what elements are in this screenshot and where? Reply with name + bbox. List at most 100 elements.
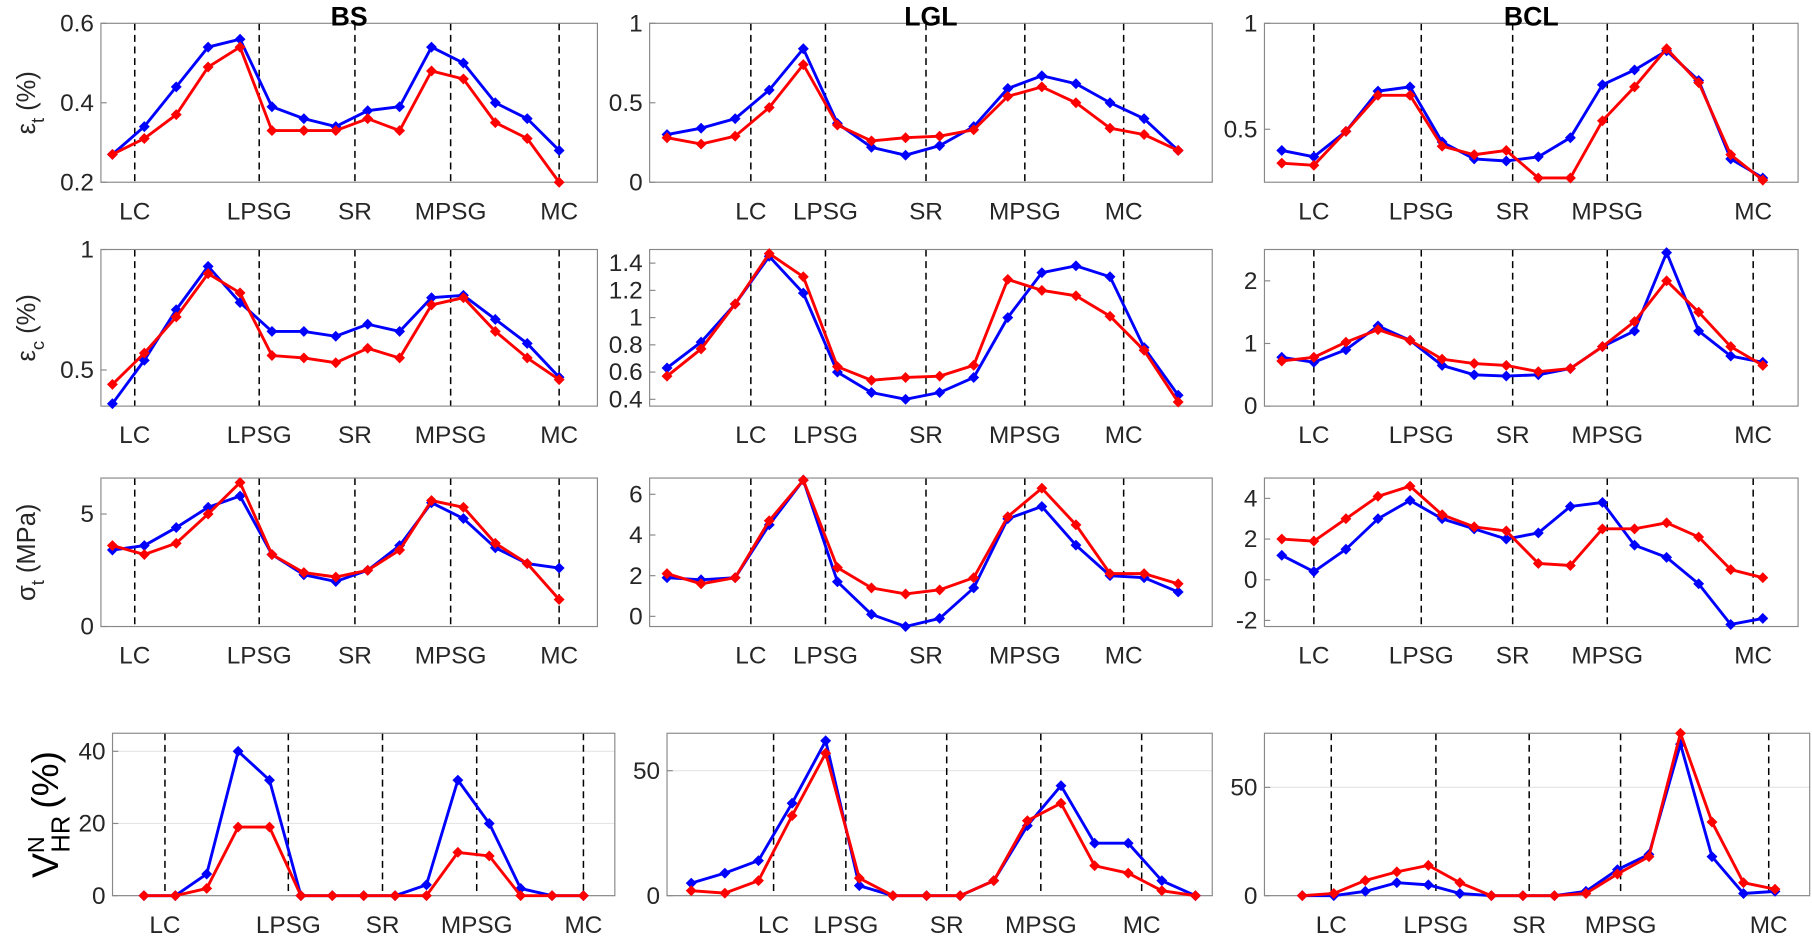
point-marker [234,287,246,299]
x-tick-label: SR [338,198,372,225]
axes-box [100,477,599,628]
point-marker [1070,260,1082,272]
series-line [666,45,1180,157]
point-marker [553,562,565,574]
y-tick-label: 0.5 [60,357,94,384]
y-tick-label: 0 [92,883,106,910]
point-marker [1468,149,1480,161]
y-tick-label: 0.4 [60,90,94,117]
y-label-base: σ [13,585,41,601]
point-marker [421,879,432,891]
point-marker [763,515,775,527]
point-marker [1391,877,1403,889]
point-marker [1422,859,1434,871]
point-marker [1002,511,1014,523]
point-marker [1070,290,1082,302]
point-marker [426,65,437,77]
point-marker [934,584,946,596]
point-marker [1661,43,1673,55]
series-line [1281,248,1764,378]
x-tick-label: MC [1750,912,1788,939]
x-tick-label: SR [1496,198,1530,225]
x-tick-label: MPSG [415,422,487,449]
y-label-base: ε [13,350,41,361]
point-marker [1070,78,1082,90]
y-axis-label: VNHR (%) [23,751,76,878]
point-marker [202,508,214,520]
point-marker [1661,275,1673,287]
x-tick-label: LC [735,198,766,225]
point-marker [457,73,469,85]
x-tick-label: MPSG [989,643,1061,670]
point-marker [457,501,469,513]
point-marker [831,119,843,131]
point-marker [138,549,150,560]
y-tick-label: 0 [647,883,661,910]
axes-box [1263,732,1811,897]
point-marker [1372,324,1384,336]
point-marker [457,513,469,524]
point-marker [1276,157,1288,169]
y-tick-label: 40 [78,738,105,765]
x-tick-label: LPSG [793,422,858,449]
point-marker [900,132,912,144]
point-marker [553,144,565,156]
point-marker [394,125,406,137]
point-marker [1070,519,1082,531]
point-marker [234,41,246,53]
point-marker [106,378,118,390]
point-marker [298,567,310,578]
point-marker [295,890,307,902]
point-marker [934,140,946,152]
point-marker [234,490,246,502]
x-tick-label: MC [564,912,602,939]
point-marker [968,124,980,136]
y-tick-label: 4 [629,522,643,549]
point-marker [394,352,406,364]
point-marker [1564,560,1576,571]
y-tick-label: 1 [629,10,643,37]
point-marker [1725,149,1737,161]
point-marker [1725,341,1737,353]
point-marker [968,359,980,371]
point-marker [1070,97,1082,109]
x-tick-label: LPSG [1389,643,1454,670]
point-marker [266,125,278,137]
x-tick-label: MPSG [441,912,513,939]
point-marker [1328,888,1340,899]
point-marker [1138,568,1150,580]
point-marker [426,495,437,506]
point-marker [1725,564,1737,576]
point-marker [797,474,809,486]
point-marker [1055,797,1067,809]
point-marker [1089,860,1101,872]
point-marker [797,43,809,55]
x-tick-label: SR [930,912,964,939]
point-marker [138,347,150,359]
point-marker [968,582,980,594]
point-marker [853,880,865,892]
y-tick-label: 0 [1244,567,1258,594]
point-marker [1596,341,1608,353]
x-tick-label: SR [909,198,943,225]
y-tick-label: -2 [1236,608,1258,635]
x-tick-label: MC [1734,643,1772,670]
series-line [691,749,1196,898]
y-label-unit: (%) [24,751,66,809]
point-marker [752,875,764,887]
point-marker [1276,549,1288,561]
axes-box [1263,248,1799,407]
point-marker [232,745,244,757]
x-tick-label: MPSG [415,643,487,670]
x-tick-label: SR [909,643,943,670]
y-label-sup: N [23,836,49,853]
point-marker [1675,727,1686,739]
point-marker [1725,619,1737,630]
point-marker [106,148,118,160]
point-marker [797,287,809,299]
point-marker [695,138,707,150]
point-marker [1404,89,1416,101]
point-marker [1372,513,1384,525]
point-marker [1172,396,1184,408]
point-marker [201,868,213,880]
